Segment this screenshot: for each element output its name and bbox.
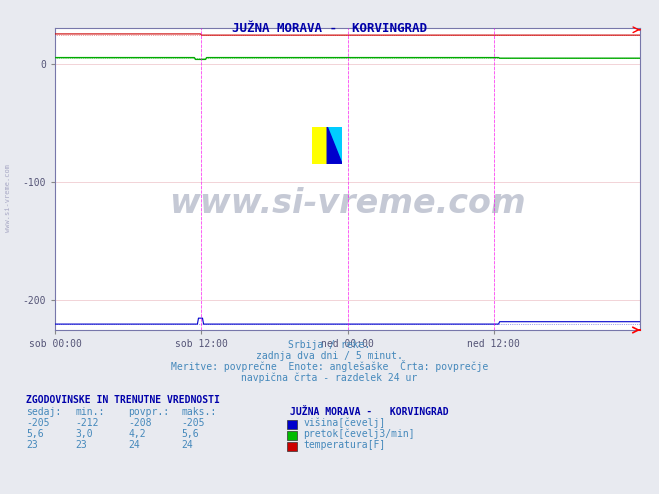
Text: JUŽNA MORAVA -  KORVINGRAD: JUŽNA MORAVA - KORVINGRAD xyxy=(232,22,427,35)
Text: temperatura[F]: temperatura[F] xyxy=(303,440,386,450)
Text: 5,6: 5,6 xyxy=(26,429,44,439)
Text: povpr.:: povpr.: xyxy=(129,407,169,417)
Text: 5,6: 5,6 xyxy=(181,429,199,439)
Text: -205: -205 xyxy=(26,418,50,428)
Text: -205: -205 xyxy=(181,418,205,428)
Text: pretok[čevelj3/min]: pretok[čevelj3/min] xyxy=(303,428,415,439)
Text: Meritve: povprečne  Enote: anglešaške  Črta: povprečje: Meritve: povprečne Enote: anglešaške Črt… xyxy=(171,360,488,372)
Text: 23: 23 xyxy=(76,440,88,450)
Text: navpična črta - razdelek 24 ur: navpična črta - razdelek 24 ur xyxy=(241,372,418,383)
Text: JUŽNA MORAVA -   KORVINGRAD: JUŽNA MORAVA - KORVINGRAD xyxy=(290,407,449,417)
Text: -212: -212 xyxy=(76,418,100,428)
Text: 23: 23 xyxy=(26,440,38,450)
Text: www.si-vreme.com: www.si-vreme.com xyxy=(169,187,526,220)
Text: 4,2: 4,2 xyxy=(129,429,146,439)
Text: maks.:: maks.: xyxy=(181,407,216,417)
Bar xyxy=(312,127,328,164)
Text: višina[čevelj]: višina[čevelj] xyxy=(303,417,386,428)
Text: sedaj:: sedaj: xyxy=(26,407,61,417)
Polygon shape xyxy=(328,127,342,164)
Text: 24: 24 xyxy=(129,440,140,450)
Text: Srbija / reke.: Srbija / reke. xyxy=(289,340,370,350)
Polygon shape xyxy=(328,127,342,164)
Text: min.:: min.: xyxy=(76,407,105,417)
Text: 24: 24 xyxy=(181,440,193,450)
Text: zadnja dva dni / 5 minut.: zadnja dva dni / 5 minut. xyxy=(256,351,403,361)
Text: -208: -208 xyxy=(129,418,152,428)
Text: 3,0: 3,0 xyxy=(76,429,94,439)
Text: www.si-vreme.com: www.si-vreme.com xyxy=(5,164,11,232)
Text: ZGODOVINSKE IN TRENUTNE VREDNOSTI: ZGODOVINSKE IN TRENUTNE VREDNOSTI xyxy=(26,395,220,405)
